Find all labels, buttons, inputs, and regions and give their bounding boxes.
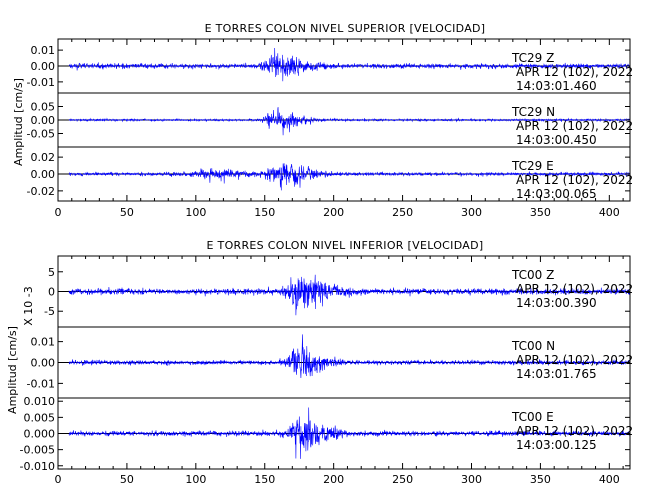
x-tick-label: 0 (55, 473, 62, 486)
x-tick-label: 100 (185, 473, 206, 486)
station-label: TC29 Z (511, 51, 554, 65)
y-tick-label: -5 (44, 305, 55, 318)
series-line-TC00-N (68, 334, 631, 379)
x-tick-label: 150 (254, 473, 275, 486)
y-tick-label: 0.010 (24, 395, 56, 408)
x-tick-label: 50 (120, 473, 134, 486)
y-tick-label: 0.01 (31, 44, 56, 57)
time-label: 14:03:00.450 (516, 133, 597, 147)
x-tick-label: 200 (323, 473, 344, 486)
x-tick-label: 250 (392, 206, 413, 219)
y-tick-label: 0.05 (31, 101, 56, 114)
y-tick-label: 0.01 (31, 336, 56, 349)
station-label: TC29 E (511, 159, 554, 173)
upper-chart-title: E TORRES COLON NIVEL SUPERIOR [VELOCIDAD… (205, 22, 486, 35)
time-label: 14:03:01.460 (516, 79, 597, 93)
station-label: TC00 N (511, 339, 555, 353)
series-line-TC29-E (68, 163, 631, 191)
y-tick-label: -0.05 (27, 128, 55, 141)
y-tick-label: 0.02 (31, 151, 56, 164)
time-label: 14:03:01.765 (516, 367, 597, 381)
y-tick-label: 0.00 (31, 168, 56, 181)
series-line-TC00-Z (68, 274, 631, 316)
lower-scale-label: X 10 -3 (22, 286, 35, 326)
y-tick-label: 0.005 (24, 411, 56, 424)
x-tick-label: 150 (254, 206, 275, 219)
y-tick-label: 0.00 (31, 114, 56, 127)
date-label: APR 12 (102), 2022 (516, 282, 633, 296)
y-tick-label: 5 (48, 266, 55, 279)
x-tick-label: 400 (599, 473, 620, 486)
date-label: APR 12 (102), 2022 (516, 173, 633, 187)
x-tick-label: 200 (323, 206, 344, 219)
time-label: 14:03:00.390 (516, 296, 597, 310)
date-label: APR 12 (102), 2022 (516, 353, 633, 367)
lower-chart-title: E TORRES COLON NIVEL INFERIOR [VELOCIDAD… (207, 239, 484, 252)
y-tick-label: -0.02 (27, 185, 55, 198)
upper-y-axis-label: Amplitud [cm/s] (12, 78, 25, 166)
date-label: APR 12 (102), 2022 (516, 65, 633, 79)
series-line-TC00-E (68, 407, 631, 459)
time-label: 14:03:00.125 (516, 438, 597, 452)
station-label: TC00 E (511, 410, 554, 424)
y-tick-label: -0.005 (20, 444, 55, 457)
series-line-TC29-N (68, 107, 631, 136)
y-tick-label: -0.010 (20, 460, 55, 473)
y-tick-label: -0.01 (27, 377, 55, 390)
x-tick-label: 300 (461, 206, 482, 219)
x-tick-label: 400 (599, 206, 620, 219)
x-tick-label: 50 (120, 206, 134, 219)
lower-y-axis-label: Amplitud [cm/s] (6, 326, 19, 414)
y-tick-label: 0.000 (24, 428, 56, 441)
y-tick-label: 0.00 (31, 357, 56, 370)
series-line-TC29-Z (68, 47, 631, 82)
x-tick-label: 0 (55, 206, 62, 219)
x-tick-label: 350 (530, 473, 551, 486)
station-label: TC29 N (511, 105, 555, 119)
x-tick-label: 350 (530, 206, 551, 219)
date-label: APR 12 (102), 2022 (516, 119, 633, 133)
station-label: TC00 Z (511, 268, 554, 282)
y-tick-label: 0 (48, 286, 55, 299)
x-tick-label: 100 (185, 206, 206, 219)
time-label: 14:03:00.065 (516, 187, 597, 201)
x-tick-label: 300 (461, 473, 482, 486)
x-tick-label: 250 (392, 473, 413, 486)
date-label: APR 12 (102), 2022 (516, 424, 633, 438)
y-tick-label: 0.00 (31, 60, 56, 73)
y-tick-label: -0.01 (27, 76, 55, 89)
